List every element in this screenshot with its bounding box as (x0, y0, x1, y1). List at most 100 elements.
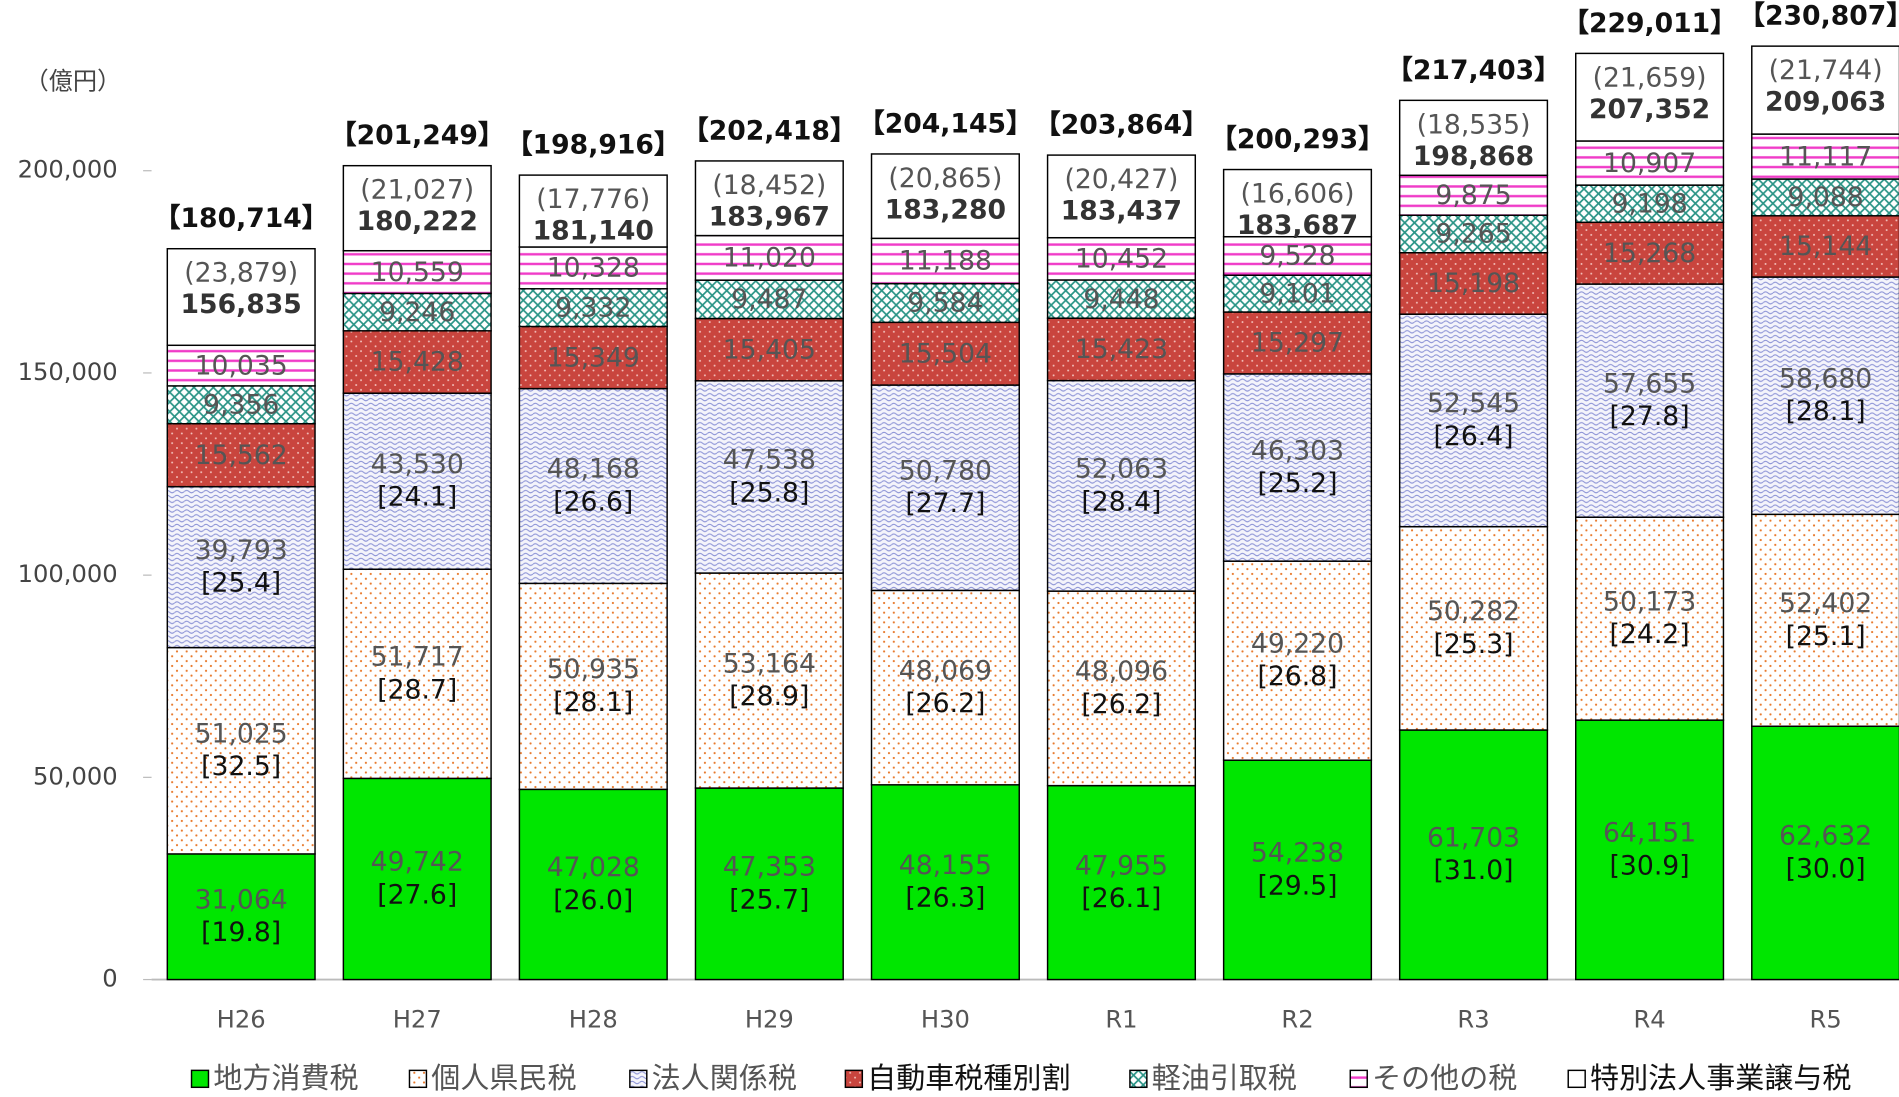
value-label: 9,528 (1259, 241, 1335, 272)
share-label: [26.2] (905, 688, 985, 719)
value-label: 54,238 (1251, 838, 1344, 869)
unit-label: （億円） (24, 67, 121, 95)
bar-segment (342, 330, 492, 394)
bar-segment (694, 572, 844, 789)
bar-segment (1575, 140, 1725, 186)
y-tick-label: 0 (102, 965, 117, 993)
bar-segment (166, 247, 316, 347)
bar-segment (1222, 759, 1373, 981)
share-label: [28.9] (729, 681, 809, 712)
value-label: 9,198 (1611, 188, 1687, 219)
x-tick-label: H27 (393, 1006, 442, 1034)
legend-swatch (190, 1069, 210, 1089)
subtotal-label: 183,687 (1237, 210, 1358, 241)
share-label: [28.4] (1081, 486, 1161, 517)
total-label: 【203,864】 (1034, 110, 1209, 141)
total-label: 【198,916】 (506, 130, 681, 161)
x-tick-label: R2 (1281, 1006, 1313, 1034)
value-label: 9,088 (1788, 182, 1864, 213)
subtotal-label: 183,280 (885, 194, 1006, 225)
legend-swatch (1349, 1069, 1368, 1089)
bar-segment (342, 164, 492, 252)
value-label: 9,101 (1259, 278, 1335, 309)
value-label: (21,744) (1769, 55, 1883, 86)
share-label: [25.1] (1786, 621, 1866, 652)
value-label: 15,423 (1075, 334, 1168, 365)
share-label: [30.9] (1610, 850, 1690, 881)
value-label: 9,487 (731, 284, 807, 315)
legend-label: 軽油引取税 (1152, 1061, 1297, 1095)
value-label: 47,955 (1075, 850, 1168, 881)
value-label: 15,428 (371, 347, 464, 378)
value-label: 15,504 (899, 338, 992, 369)
value-label: 15,297 (1251, 328, 1344, 359)
legend-swatch (1129, 1069, 1148, 1089)
value-label: 51,025 (195, 719, 288, 750)
x-tick-label: H26 (217, 1006, 266, 1034)
bar-segment (1046, 279, 1197, 319)
bar-segment (694, 160, 844, 237)
bar-segment (1575, 719, 1725, 981)
value-label: 48,155 (899, 850, 992, 881)
value-label: 50,173 (1603, 586, 1696, 617)
bar-segment (1751, 133, 1899, 180)
bar-segment (694, 317, 844, 382)
value-label: 47,538 (723, 445, 816, 476)
value-label: 52,545 (1427, 388, 1520, 419)
y-tick-label: 200,000 (18, 156, 118, 184)
bar-segment (1046, 236, 1197, 281)
total-label: 【180,714】 (154, 203, 329, 234)
bar-segment (694, 787, 844, 981)
value-label: 15,268 (1603, 238, 1696, 269)
share-label: [25.4] (201, 568, 281, 599)
bar-segment (342, 777, 492, 981)
value-label: (20,865) (888, 163, 1002, 194)
subtotal-label: 209,063 (1765, 87, 1886, 118)
bar-segment (1398, 174, 1549, 216)
bar-segment (1575, 283, 1725, 518)
bar-segment (1046, 317, 1197, 382)
bar-segment (870, 237, 1020, 285)
legend-label: 法人関係税 (652, 1061, 797, 1095)
value-label: 11,188 (899, 246, 992, 277)
bar-segment (870, 784, 1020, 981)
bar-segment (1398, 313, 1549, 528)
value-label: 53,164 (723, 648, 816, 679)
bar-segment (1751, 725, 1899, 981)
value-label: (17,776) (536, 184, 650, 215)
bar-segment (1575, 516, 1725, 721)
x-tick-label: R5 (1810, 1006, 1842, 1034)
value-label: 9,356 (203, 390, 279, 421)
total-label: 【201,249】 (330, 120, 505, 151)
value-label: 15,562 (195, 440, 288, 471)
value-label: 15,144 (1779, 231, 1872, 262)
share-label: [19.8] (201, 917, 281, 948)
bar-segment (1046, 590, 1197, 787)
value-label: 58,680 (1779, 363, 1872, 394)
legend-label: その他の税 (1372, 1061, 1517, 1095)
value-label: 47,353 (723, 852, 816, 883)
value-label: 9,265 (1435, 219, 1511, 250)
value-label: 31,064 (195, 884, 288, 915)
subtotal-label: 207,352 (1589, 94, 1710, 125)
value-label: 10,907 (1603, 148, 1696, 179)
value-label: 62,632 (1779, 821, 1872, 852)
share-label: [26.6] (553, 486, 633, 517)
value-label: 9,246 (379, 297, 455, 328)
legend-swatch (844, 1069, 864, 1089)
value-label: 15,198 (1427, 268, 1520, 299)
value-label: 52,402 (1779, 588, 1872, 619)
bar-segment (518, 246, 668, 290)
bar-segment (1398, 214, 1549, 254)
share-label: [26.4] (1434, 421, 1514, 452)
bar-segment (1222, 373, 1373, 562)
bar-segment (694, 279, 844, 320)
legend-label: 地方消費税 (213, 1061, 358, 1095)
bar-segment (1575, 221, 1725, 285)
share-label: [24.2] (1610, 619, 1690, 650)
y-tick-label: 100,000 (18, 560, 118, 588)
x-tick-label: R3 (1457, 1006, 1489, 1034)
value-label: 10,035 (195, 350, 288, 381)
bar-segment (1751, 276, 1899, 516)
